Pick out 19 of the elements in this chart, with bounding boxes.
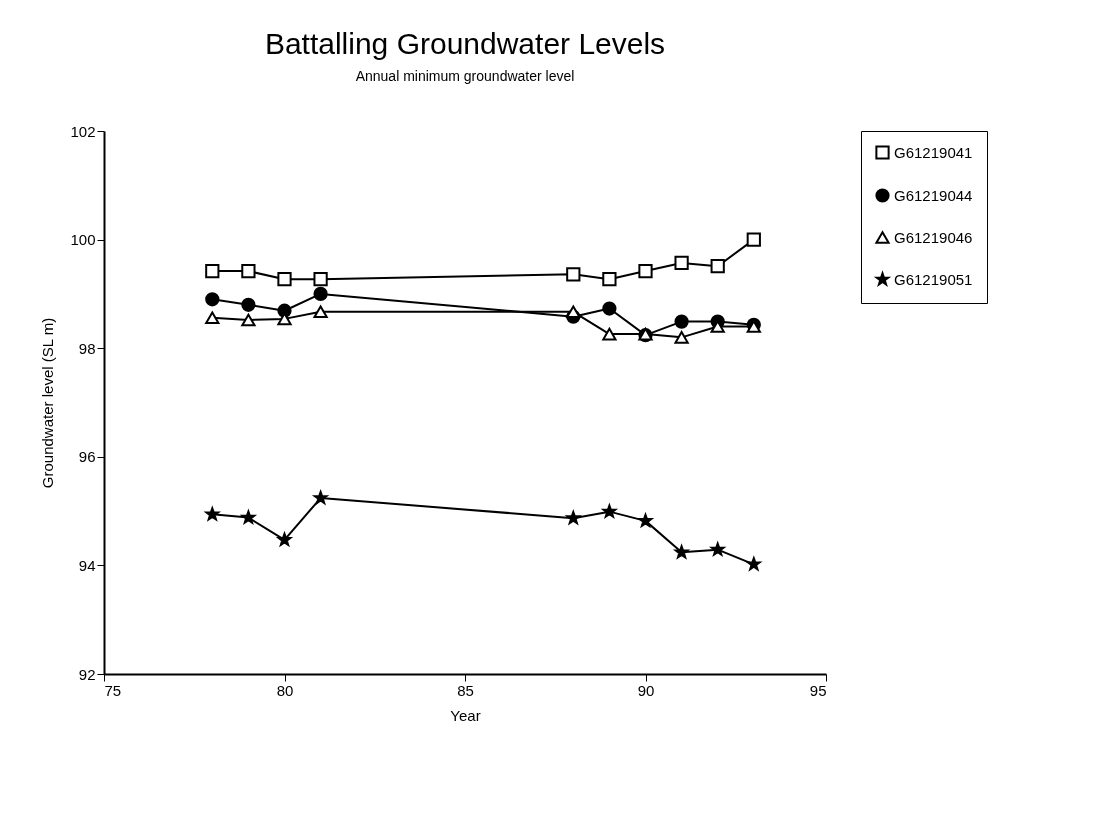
x-axis-title: Year — [450, 706, 481, 724]
y-tick-label: 94 — [78, 556, 96, 574]
legend-label: G61219044 — [894, 186, 973, 204]
legend-label: G61219051 — [894, 270, 973, 288]
legend-label: G61219046 — [894, 228, 973, 246]
y-tick-label: 100 — [70, 231, 96, 249]
x-tick-label: 95 — [809, 681, 827, 699]
x-tick-label: 75 — [104, 681, 122, 699]
x-tick-label: 85 — [457, 681, 474, 699]
x-tick-label: 80 — [276, 681, 294, 699]
chart-subtitle: Annual minimum groundwater level — [355, 68, 575, 84]
x-tick-label: 90 — [637, 681, 655, 699]
y-tick-label: 92 — [78, 665, 96, 683]
y-axis-title: Groundwater level (SL m) — [39, 317, 57, 489]
legend-label: G61219041 — [894, 143, 973, 161]
y-tick-label: 98 — [78, 339, 96, 357]
chart-title: Battalling Groundwater Levels — [264, 27, 666, 60]
y-tick-label: 102 — [70, 122, 96, 140]
y-tick-label: 96 — [78, 448, 96, 466]
